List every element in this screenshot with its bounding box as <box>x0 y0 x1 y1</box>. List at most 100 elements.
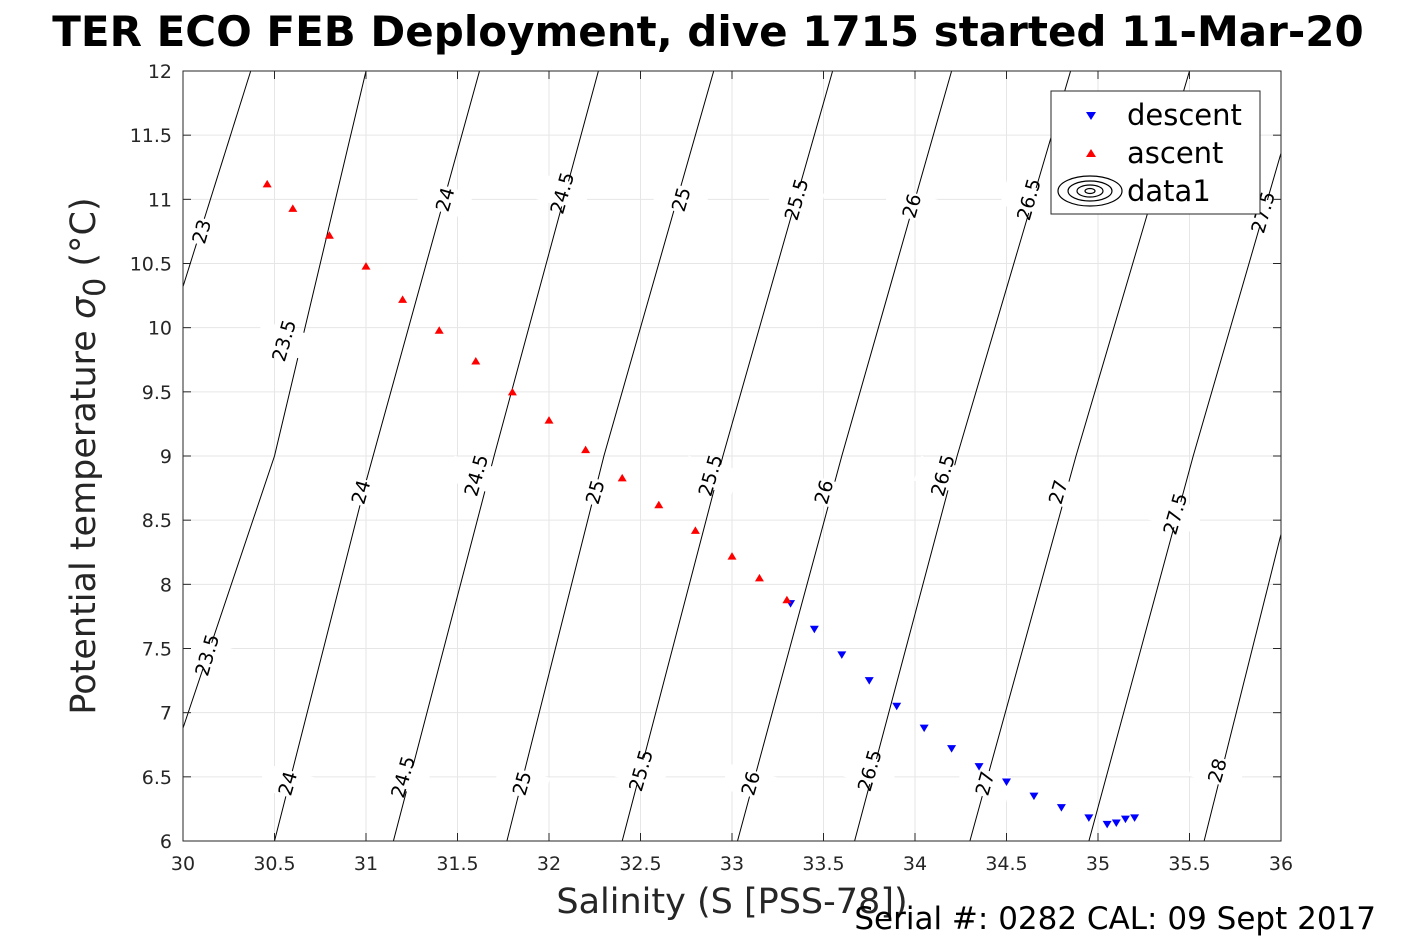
contour-label-bg <box>999 179 1058 219</box>
y-tick-label: 6 <box>160 831 172 853</box>
descent-point <box>892 702 902 711</box>
data-markers <box>262 179 1140 829</box>
descent-point <box>974 763 984 771</box>
y-axis-label-subscript: 0 <box>78 278 113 297</box>
serial-cal-footer: Serial #: 0282 CAL: 09 Sept 2017 <box>854 901 1376 937</box>
y-tick-label: 9 <box>160 446 172 468</box>
contour-label-bg <box>172 211 230 252</box>
descent-point <box>919 724 929 733</box>
ascent-point <box>727 552 737 560</box>
descent-point <box>1111 819 1121 828</box>
y-tick-label: 11 <box>148 189 172 211</box>
x-tick-label: 34 <box>903 853 927 875</box>
contour-label-bg <box>374 757 432 797</box>
legend-box <box>1050 90 1261 215</box>
descent-point <box>1084 814 1094 822</box>
contour-label-bg <box>794 472 853 512</box>
contour-labels: 2323.523.524242424.524.524.525252525.525… <box>172 170 1292 803</box>
contour-label-bg <box>1146 494 1204 534</box>
ascent-point <box>398 295 408 303</box>
contour-label-bg <box>178 635 236 675</box>
x-tick-label: 30.5 <box>253 853 295 875</box>
y-axis-label-symbol: σ <box>64 295 104 319</box>
descent-point <box>1102 820 1112 829</box>
ascent-point <box>617 473 627 482</box>
descent-point <box>1029 792 1039 801</box>
x-tick-label: 31 <box>354 853 378 875</box>
legend-contour-icon <box>1057 175 1123 207</box>
ascent-point <box>581 445 591 454</box>
contour-label-bg <box>913 455 972 495</box>
contour-label-bg <box>416 179 474 219</box>
y-tick-label: 12 <box>148 61 172 83</box>
contour-line-27-5 <box>1088 152 1282 842</box>
axis-ticks: 30 30.5 31 31.5 32 32.5 33 33.5 34 34.5 35 35.5 36 6 6… <box>130 61 1293 875</box>
contour-label-bg <box>681 455 739 495</box>
descent-point <box>837 651 847 659</box>
ascent-point <box>782 595 792 604</box>
ascent-point <box>544 416 554 424</box>
contour-label-bg <box>533 173 591 213</box>
legend-descent-marker <box>1086 112 1096 120</box>
y-axis-label-unit: (°C) <box>64 197 104 277</box>
descent-point <box>809 625 819 634</box>
legend-ascent-marker <box>1086 149 1096 157</box>
descent-point <box>947 745 957 753</box>
contour-label-bg <box>1029 472 1087 512</box>
contour-label-bg <box>258 763 316 803</box>
contour-label-bg <box>767 179 825 219</box>
x-tick-label: 30 <box>171 853 195 875</box>
x-tick-label: 33 <box>720 853 744 875</box>
ascent-point <box>288 204 298 212</box>
legend-ascent-label: ascent <box>1127 136 1223 170</box>
y-tick-label: 7 <box>160 703 172 725</box>
contour-label-bg <box>955 763 1014 803</box>
y-tick-label: 7.5 <box>142 639 172 661</box>
descent-point <box>1056 804 1066 812</box>
ascent-point <box>754 573 764 582</box>
ascent-point <box>507 387 517 396</box>
descent-point <box>1120 815 1130 824</box>
y-tick-label: 8 <box>160 574 172 596</box>
y-tick-label: 6.5 <box>142 767 172 789</box>
contour-line-23 <box>182 70 252 287</box>
x-tick-label: 34.5 <box>985 853 1027 875</box>
contour-line-28 <box>1203 534 1282 842</box>
contour-label-bg <box>611 750 670 791</box>
y-tick-label: 11.5 <box>130 125 172 147</box>
contour-label-bg <box>652 179 710 219</box>
y-axis-label: Potential temperature σ0 (°C) <box>64 197 113 714</box>
x-tick-label: 35.5 <box>1168 853 1210 875</box>
ascent-point <box>434 326 444 334</box>
y-tick-label: 8.5 <box>142 510 172 532</box>
descent-point <box>1002 778 1011 786</box>
y-axis-label-main: Potential temperature <box>64 319 104 715</box>
x-tick-label: 33.5 <box>802 853 844 875</box>
contour-label-bg <box>492 763 551 803</box>
contour-label-bg <box>840 750 898 791</box>
descent-point <box>864 677 874 685</box>
ascent-point <box>262 179 272 188</box>
legend-descent-label: descent <box>1127 98 1242 132</box>
contour-label-bg <box>721 763 779 803</box>
legend: descent ascent data1 <box>1050 90 1261 215</box>
x-tick-label: 32 <box>537 853 561 875</box>
legend-data1-label: data1 <box>1127 174 1211 208</box>
y-tick-label: 10.5 <box>130 254 172 276</box>
contour-label-bg <box>331 472 390 512</box>
contour-line-23-5 <box>182 70 367 729</box>
contour-label-bg <box>566 472 624 512</box>
ascent-point <box>690 526 700 534</box>
contour-label-bg <box>255 320 313 361</box>
contour-label-bg <box>447 455 505 495</box>
y-tick-label: 10 <box>148 318 172 340</box>
contour-label-bg <box>882 186 940 226</box>
ascent-point <box>324 231 334 239</box>
x-tick-label: 32.5 <box>619 853 661 875</box>
x-tick-label: 36 <box>1269 853 1293 875</box>
x-tick-label: 35 <box>1086 853 1110 875</box>
ascent-point <box>471 357 481 365</box>
y-tick-label: 9.5 <box>142 382 172 404</box>
contour-label-bg <box>1188 750 1246 791</box>
